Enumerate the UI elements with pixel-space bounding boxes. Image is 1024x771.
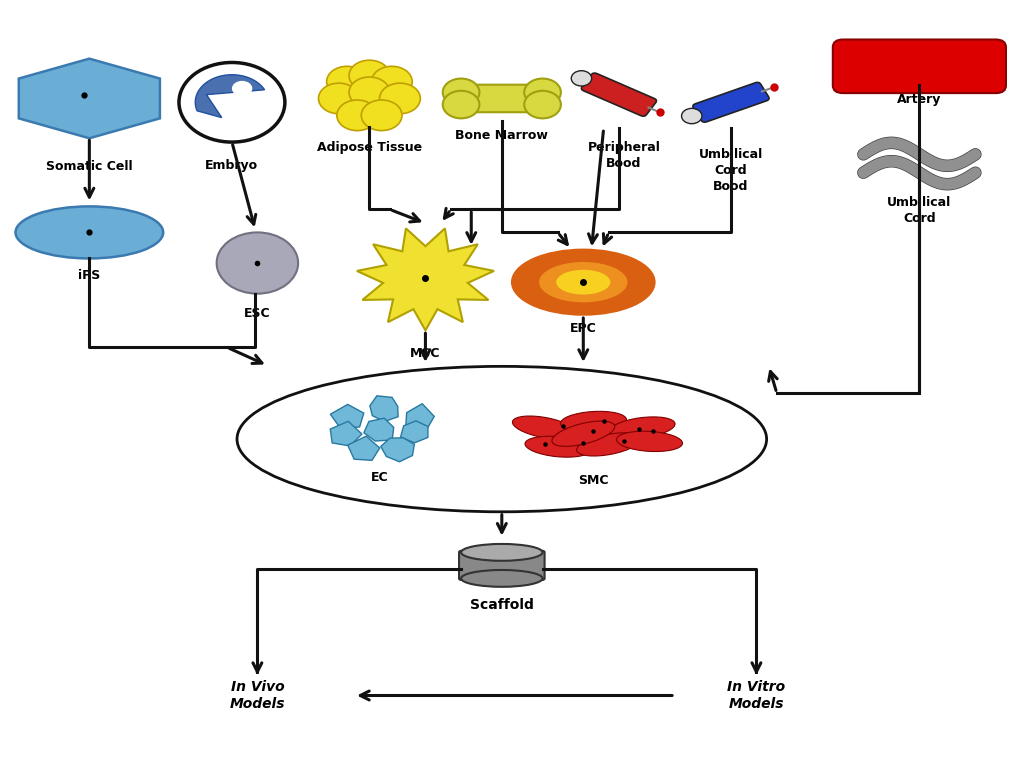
Circle shape <box>179 62 285 142</box>
Ellipse shape <box>539 262 628 302</box>
Text: Adipose Tissue: Adipose Tissue <box>316 141 422 154</box>
Text: iPS: iPS <box>78 269 100 282</box>
Polygon shape <box>348 436 380 460</box>
Polygon shape <box>381 438 415 462</box>
Text: Umbilical
Cord
Bood: Umbilical Cord Bood <box>698 148 763 194</box>
Polygon shape <box>331 405 364 428</box>
Circle shape <box>337 100 378 130</box>
Ellipse shape <box>512 416 577 439</box>
Text: Artery: Artery <box>897 93 941 106</box>
Ellipse shape <box>461 544 543 561</box>
Circle shape <box>442 79 479 106</box>
FancyBboxPatch shape <box>833 39 1006 93</box>
Ellipse shape <box>525 436 591 457</box>
Polygon shape <box>370 396 398 422</box>
Circle shape <box>349 77 390 108</box>
Circle shape <box>349 60 390 91</box>
Text: SMC: SMC <box>579 473 608 487</box>
Text: Umbilical
Cord: Umbilical Cord <box>887 196 951 224</box>
FancyBboxPatch shape <box>693 82 769 123</box>
Text: In Vitro
Models: In Vitro Models <box>727 680 785 711</box>
Text: ESC: ESC <box>244 308 270 321</box>
Ellipse shape <box>609 417 675 438</box>
FancyBboxPatch shape <box>455 85 549 113</box>
Text: Peripheral
Bood: Peripheral Bood <box>588 140 660 170</box>
Circle shape <box>372 66 413 97</box>
Circle shape <box>380 83 420 114</box>
FancyBboxPatch shape <box>582 73 656 116</box>
Text: EPC: EPC <box>570 322 597 335</box>
Circle shape <box>524 79 561 106</box>
Circle shape <box>682 109 701 123</box>
Circle shape <box>571 71 592 86</box>
Circle shape <box>442 91 479 119</box>
FancyBboxPatch shape <box>459 550 545 580</box>
Polygon shape <box>400 421 428 443</box>
Text: MSC: MSC <box>411 347 440 360</box>
Ellipse shape <box>237 366 767 512</box>
Ellipse shape <box>560 412 627 432</box>
Circle shape <box>327 66 368 97</box>
Polygon shape <box>331 422 361 446</box>
Ellipse shape <box>552 421 614 446</box>
Circle shape <box>524 91 561 119</box>
Polygon shape <box>364 418 393 441</box>
Text: EC: EC <box>371 471 388 484</box>
Ellipse shape <box>577 433 641 456</box>
Ellipse shape <box>461 570 543 587</box>
Polygon shape <box>406 404 434 431</box>
Text: Bone Marrow: Bone Marrow <box>456 129 548 142</box>
Text: Scaffold: Scaffold <box>470 598 534 612</box>
Circle shape <box>217 232 298 294</box>
Polygon shape <box>196 75 264 118</box>
Polygon shape <box>357 228 494 331</box>
Ellipse shape <box>556 270 610 295</box>
Text: In Vivo
Models: In Vivo Models <box>229 680 285 711</box>
Ellipse shape <box>15 207 163 258</box>
Circle shape <box>361 100 402 130</box>
Polygon shape <box>18 59 160 138</box>
Circle shape <box>318 83 359 114</box>
Ellipse shape <box>512 250 654 315</box>
Ellipse shape <box>616 431 682 452</box>
Circle shape <box>231 81 252 96</box>
Text: Embryo: Embryo <box>206 159 258 172</box>
Text: Somatic Cell: Somatic Cell <box>46 160 133 173</box>
